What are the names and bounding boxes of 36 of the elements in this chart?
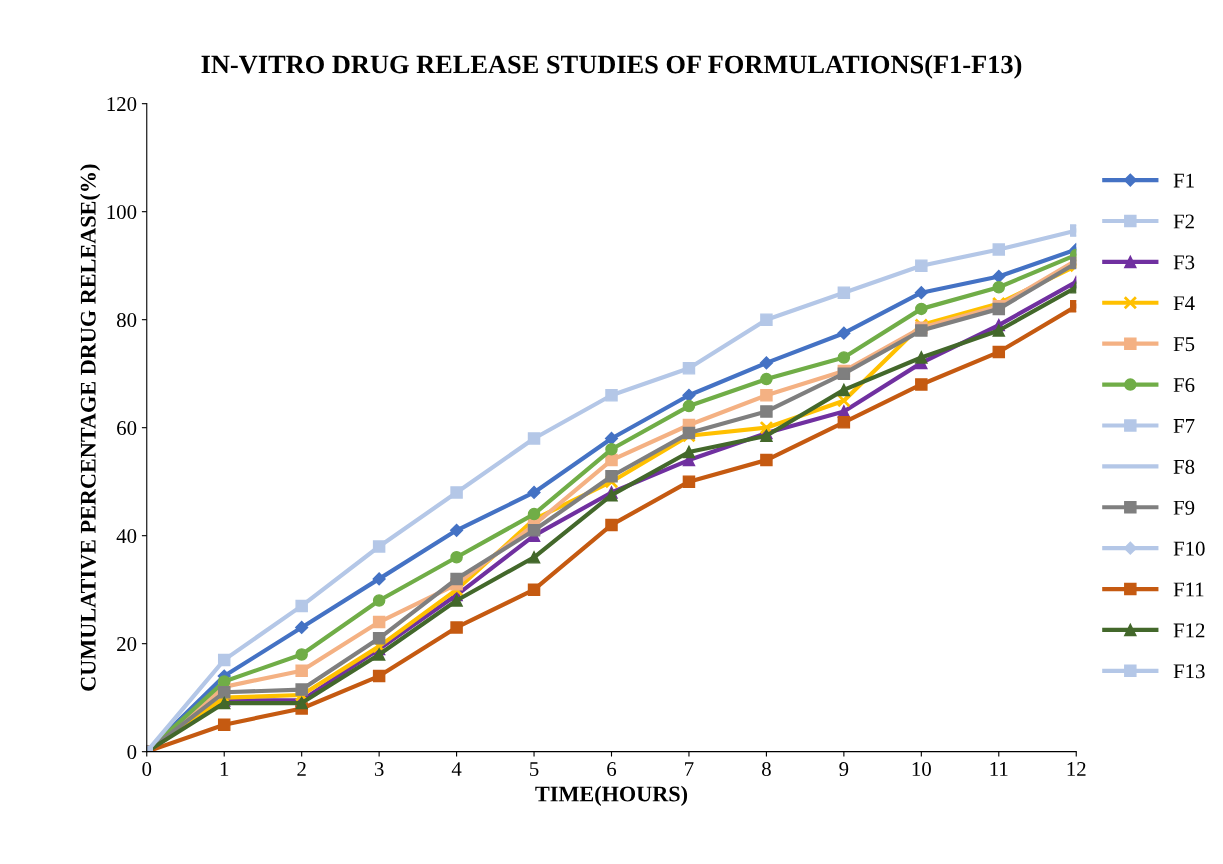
y-tick-label: 80	[117, 313, 137, 328]
x-tick-label: 7	[685, 762, 694, 776]
legend-label: F11	[1173, 582, 1204, 597]
x-tick-label: 8	[762, 762, 771, 777]
y-tick-label: 60	[117, 421, 137, 436]
x-tick-label: 10	[912, 762, 931, 777]
x-tick-label: 11	[990, 762, 1008, 776]
x-tick-label: 0	[142, 762, 152, 777]
legend-label: F13	[1173, 664, 1205, 679]
legend-label: F1	[1173, 173, 1194, 188]
x-axis-title: TIME(HOURS)	[535, 785, 688, 806]
chart-title: IN-VITRO DRUG RELEASE STUDIES OF FORMULATIONS(F1-F13)	[201, 54, 1022, 79]
x-tick-label: 5	[530, 762, 539, 777]
legend-label: F10	[1173, 541, 1205, 556]
x-tick-label: 4	[451, 762, 462, 776]
legend-label: F12	[1173, 623, 1205, 638]
y-tick-label: 40	[116, 529, 137, 544]
legend-label: F3	[1173, 255, 1195, 270]
legend-label: F5	[1173, 337, 1195, 352]
legend-label: F2	[1173, 214, 1194, 229]
y-tick-label: 0	[127, 745, 137, 760]
legend-label: F6	[1173, 378, 1195, 393]
x-tick-label: 1	[220, 762, 229, 776]
x-tick-label: 2	[297, 762, 306, 776]
y-tick-label: 20	[117, 637, 137, 652]
x-tick-label: 12	[1067, 762, 1086, 776]
x-tick-label: 6	[607, 762, 617, 777]
y-tick-label: 120	[107, 97, 137, 112]
x-tick-label: 9	[839, 762, 849, 777]
x-tick-label: 3	[374, 762, 384, 777]
legend-label: F8	[1173, 459, 1195, 474]
y-tick-label: 100	[107, 205, 137, 220]
legend-label: F4	[1173, 296, 1195, 311]
legend-label: F7	[1173, 419, 1195, 433]
legend-label: F9	[1173, 500, 1195, 515]
y-axis-title: CUMULATIVE PERCENTAGE DRUG RELEASE(%)	[80, 164, 101, 691]
